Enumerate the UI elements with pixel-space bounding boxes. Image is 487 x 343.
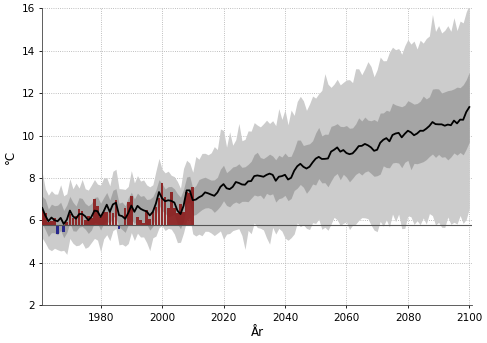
Bar xyxy=(41,210,43,225)
Bar xyxy=(69,214,71,225)
Bar xyxy=(173,208,176,225)
Bar xyxy=(96,206,99,225)
Bar xyxy=(127,202,130,225)
Bar xyxy=(158,198,160,225)
Bar xyxy=(151,212,154,225)
X-axis label: År: År xyxy=(251,326,264,339)
Bar xyxy=(72,218,74,225)
Bar xyxy=(149,219,151,225)
Bar xyxy=(50,221,53,225)
Bar xyxy=(59,225,62,226)
Bar xyxy=(130,196,132,225)
Bar xyxy=(87,216,90,225)
Bar xyxy=(170,192,172,225)
Bar xyxy=(78,209,80,225)
Bar xyxy=(191,187,194,225)
Bar xyxy=(112,213,114,225)
Bar xyxy=(142,223,145,225)
Bar xyxy=(176,213,179,225)
Bar xyxy=(179,203,182,225)
Bar xyxy=(81,211,83,225)
Bar xyxy=(182,212,185,225)
Bar xyxy=(186,192,188,225)
Bar xyxy=(136,217,139,225)
Y-axis label: °C: °C xyxy=(4,150,17,164)
Bar xyxy=(56,225,59,234)
Bar xyxy=(62,225,65,232)
Bar xyxy=(109,211,111,225)
Bar xyxy=(102,212,105,225)
Bar xyxy=(124,208,127,225)
Bar xyxy=(167,208,169,225)
Bar xyxy=(161,183,163,225)
Bar xyxy=(84,221,87,225)
Bar xyxy=(75,216,77,225)
Bar xyxy=(44,213,47,225)
Bar xyxy=(90,218,93,225)
Bar xyxy=(65,222,68,225)
Bar xyxy=(93,199,96,225)
Bar xyxy=(118,225,120,229)
Bar xyxy=(114,200,117,225)
Bar xyxy=(47,222,50,225)
Bar xyxy=(139,220,142,225)
Bar xyxy=(106,212,108,225)
Bar xyxy=(53,218,56,225)
Bar xyxy=(99,217,102,225)
Bar xyxy=(146,210,148,225)
Bar xyxy=(164,197,167,225)
Bar xyxy=(154,207,157,225)
Bar xyxy=(188,193,191,225)
